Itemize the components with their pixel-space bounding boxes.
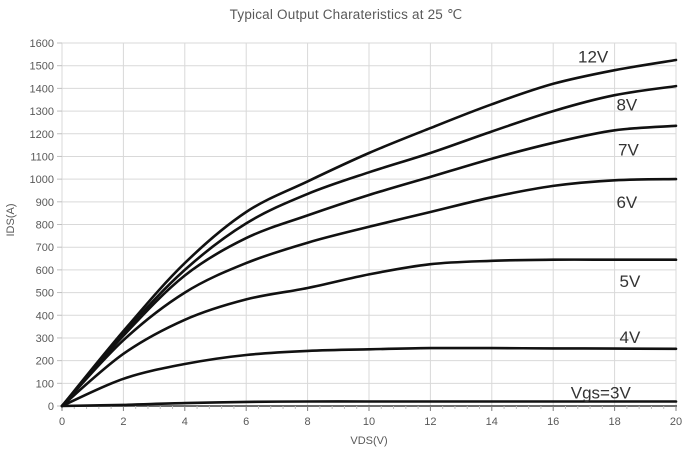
x-tick-label: 18 — [608, 416, 620, 428]
y-tick-label: 600 — [36, 265, 54, 277]
curve-Vgs=8V — [60, 84, 678, 408]
x-tick-label: 6 — [243, 416, 249, 428]
curve-label-Vgs=5V: 5V — [620, 272, 641, 291]
y-tick-label: 100 — [36, 378, 54, 390]
y-tick-label: 1600 — [30, 38, 54, 50]
x-tick-label: 2 — [120, 416, 126, 428]
curve-label-Vgs=7V: 7V — [618, 141, 639, 160]
y-tick-label: 0 — [48, 401, 54, 413]
curve-Vgs=12V — [60, 58, 678, 408]
x-tick-label: 12 — [424, 416, 436, 428]
curve-Vgs=6V — [60, 177, 678, 408]
y-tick-label: 700 — [36, 242, 54, 254]
chart-title: Typical Output Charateristics at 25 ℃ — [229, 7, 463, 22]
x-tick-label: 16 — [547, 416, 559, 428]
curve-Vgs=7V — [60, 124, 678, 408]
y-tick-label: 1200 — [30, 129, 54, 141]
y-tick-label: 1500 — [30, 61, 54, 73]
x-axis-title: VDS(V) — [350, 435, 388, 447]
y-tick-label: 1300 — [30, 106, 54, 118]
curve-Vgs=5V — [60, 258, 678, 408]
x-tick-label: 0 — [59, 416, 65, 428]
curve-label-Vgs=12V: 12V — [578, 48, 609, 67]
x-tick-label: 14 — [486, 416, 498, 428]
curve-Vgs=4V — [60, 346, 678, 408]
x-tick-label: 8 — [305, 416, 311, 428]
y-tick-label: 1000 — [30, 174, 54, 186]
curve-label-Vgs=6V: 6V — [616, 193, 637, 212]
y-tick-label: 1400 — [30, 83, 54, 95]
y-tick-label: 900 — [36, 197, 54, 209]
curve-label-Vgs=3V: Vgs=3V — [571, 383, 632, 402]
y-tick-label: 1100 — [30, 151, 54, 163]
y-tick-label: 800 — [36, 220, 54, 232]
y-tick-label: 400 — [36, 310, 54, 322]
x-tick-label: 10 — [363, 416, 375, 428]
curve-Vgs=3V — [60, 400, 678, 408]
x-tick-label: 20 — [670, 416, 682, 428]
y-tick-label: 300 — [36, 333, 54, 345]
y-tick-label: 500 — [36, 288, 54, 300]
x-tick-label: 4 — [182, 416, 188, 428]
curve-label-Vgs=4V: 4V — [620, 328, 641, 347]
y-tick-label: 200 — [36, 356, 54, 368]
curve-label-Vgs=8V: 8V — [616, 95, 637, 114]
